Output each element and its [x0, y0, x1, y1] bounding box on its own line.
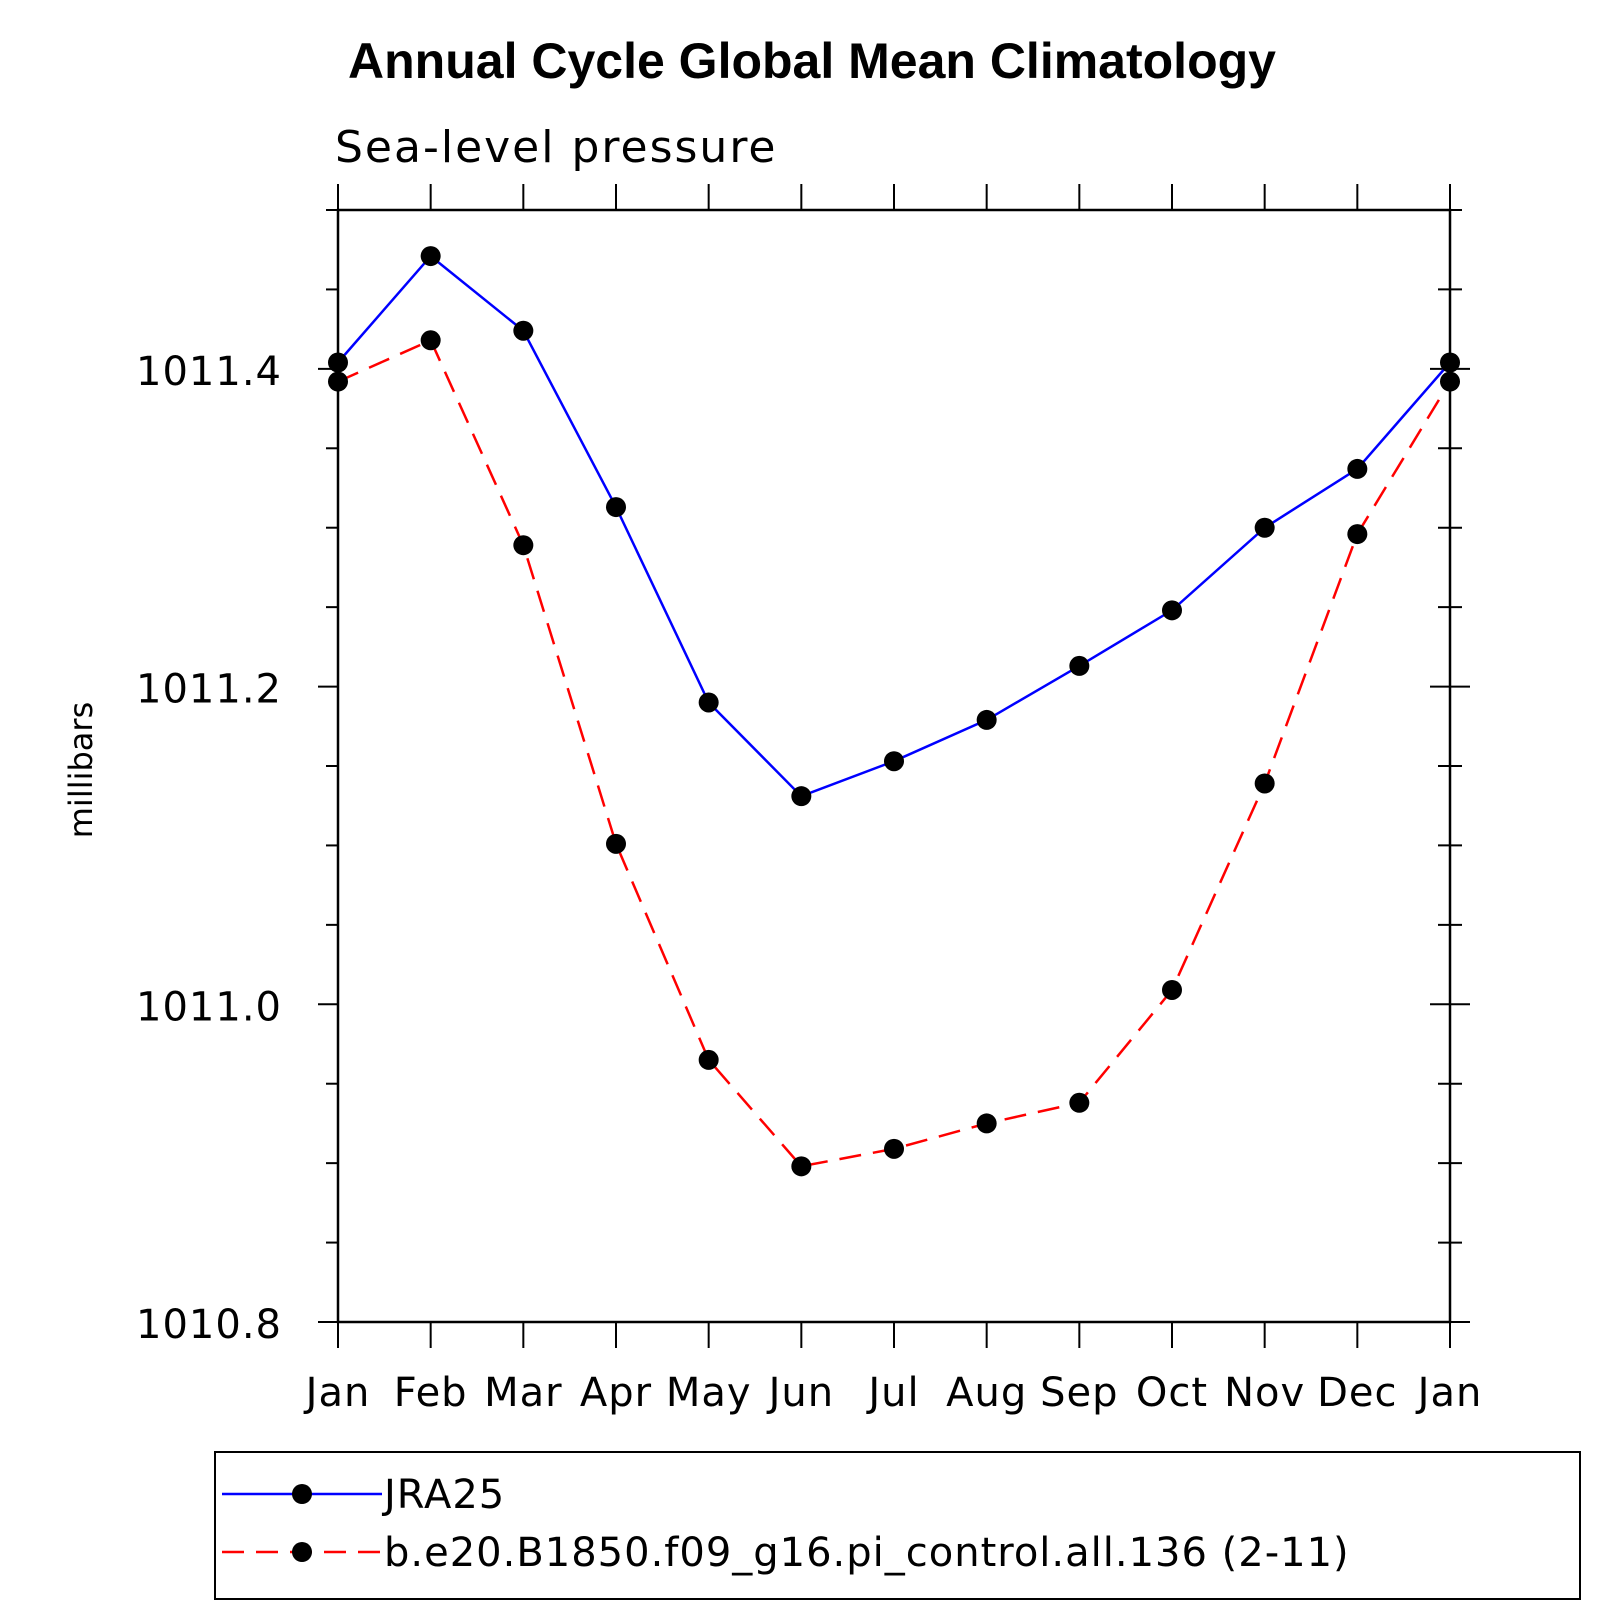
series-1-point	[606, 833, 626, 854]
series-lines	[337, 254, 1452, 1168]
series-0-point	[1069, 655, 1090, 676]
x-tick-label: Jan	[303, 1370, 371, 1416]
legend-marker-jra25	[292, 1484, 312, 1504]
y-tick-label: 1011.2	[136, 667, 282, 713]
series-0-point	[791, 786, 812, 807]
series-0-point	[420, 246, 441, 267]
series-points	[328, 246, 1460, 1177]
x-tick-label: Sep	[1040, 1370, 1118, 1416]
x-tick-label: May	[666, 1370, 752, 1416]
x-tick-labels: Jan Feb Mar Apr May Jun Jul Aug Sep Oct Nov Dec Jan	[303, 1370, 1483, 1416]
series-1-point	[1162, 979, 1182, 1000]
series-1-point	[1254, 773, 1275, 794]
y-tick-label: 1011.4	[136, 349, 282, 395]
legend-label-model: b.e20.B1850.f09_g16.pi_control.all.136 (…	[384, 1530, 1350, 1576]
series-1-point	[698, 1049, 719, 1070]
y-tick-labels: 1010.8 1011.0 1011.2 1011.4	[136, 349, 282, 1348]
x-tick-label: Nov	[1224, 1370, 1305, 1416]
y-axis-title: millibars	[62, 702, 100, 838]
x-tick-label: Jun	[766, 1370, 835, 1416]
legend-box	[214, 1451, 1581, 1600]
series-0-point	[976, 709, 997, 730]
series-0-point	[1347, 458, 1368, 479]
series-0-point	[606, 497, 626, 518]
legend-label-jra25: JRA25	[381, 1472, 505, 1518]
series-0-point	[1162, 600, 1182, 621]
series-1-point	[513, 535, 534, 556]
chart-subtitle: Sea-level pressure	[335, 122, 778, 173]
legend-marker-model	[292, 1542, 312, 1562]
plot-frame	[336, 208, 1452, 1324]
series-1-point	[791, 1156, 812, 1177]
series-0-point	[513, 320, 534, 341]
x-tick-label: Mar	[484, 1370, 562, 1416]
x-tick-label: Jul	[865, 1370, 919, 1416]
x-tick-label: Dec	[1317, 1370, 1397, 1416]
series-line-0	[337, 254, 1451, 798]
series-0-point	[884, 751, 904, 772]
series-1-point	[884, 1138, 904, 1159]
y-tick-label: 1010.8	[136, 1302, 282, 1348]
series-1-point	[420, 330, 441, 351]
x-tick-label: Feb	[394, 1370, 468, 1416]
series-0-point	[698, 692, 719, 713]
y-tick-label: 1011.0	[136, 984, 282, 1030]
series-1-point	[1347, 524, 1368, 545]
series-1-point	[1069, 1092, 1090, 1113]
legend: JRA25 b.e20.B1850.f09_g16.pi_control.all…	[214, 1451, 1581, 1600]
x-tick-label: Jan	[1415, 1370, 1483, 1416]
series-1-point	[976, 1113, 997, 1134]
x-tick-label: Oct	[1136, 1370, 1208, 1416]
x-tick-label: Apr	[580, 1370, 652, 1416]
x-tick-label: Aug	[946, 1370, 1027, 1416]
series-0-point	[1254, 517, 1275, 538]
chart-title: Annual Cycle Global Mean Climatology	[348, 33, 1276, 89]
